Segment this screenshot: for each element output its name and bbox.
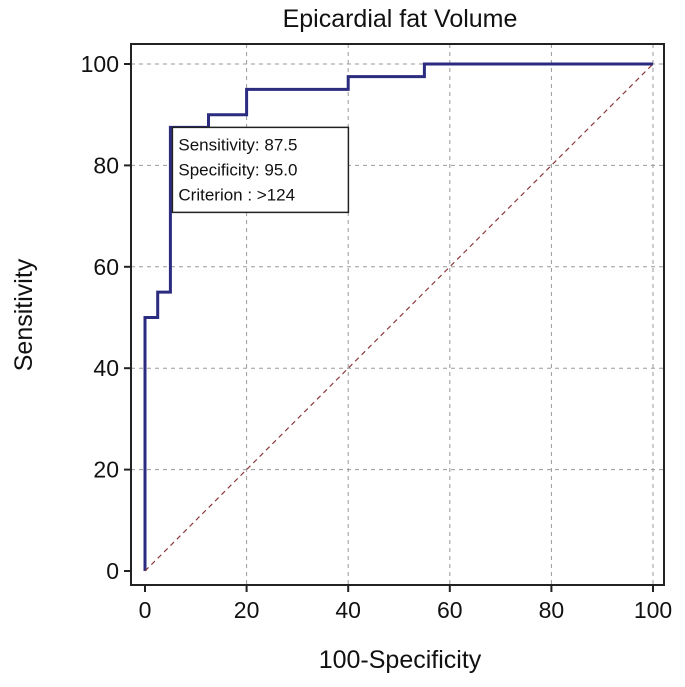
x-tick-label: 100: [634, 597, 672, 623]
x-tick-label: 40: [335, 597, 361, 623]
annotation-line: Sensitivity: 87.5: [178, 135, 297, 154]
y-tick-label: 60: [93, 254, 119, 280]
x-tick-label: 20: [234, 597, 260, 623]
y-tick-label: 20: [93, 457, 119, 483]
grid: [131, 44, 664, 585]
annotation-line: Criterion : >124: [178, 185, 295, 204]
y-tick-label: 100: [81, 51, 119, 77]
annotation-frame: [171, 126, 350, 214]
plot-frame: [130, 43, 665, 586]
y-tick-label: 40: [93, 355, 119, 381]
annotation-box: Sensitivity: 87.5 Specificity: 95.0 Criter…: [171, 126, 350, 214]
annotation-line: Specificity: 95.0: [178, 160, 297, 179]
series-group: [143, 62, 654, 572]
reference-diagonal-line: [144, 63, 654, 572]
y-tick-label: 0: [106, 558, 119, 584]
y-axis-label: Sensitivity: [10, 258, 38, 371]
y-tick-label: 80: [93, 152, 119, 178]
chart-title: Epicardial fat Volume: [283, 5, 518, 33]
x-tick-label: 80: [539, 597, 565, 623]
ticks: 0 20 40 60 80 100 0 20 40 60 80 100: [81, 51, 673, 623]
roc-curve-line: [143, 62, 653, 571]
x-axis-label: 100-Specificity: [319, 646, 482, 674]
x-tick-label: 60: [437, 597, 463, 623]
x-tick-label: 0: [139, 597, 152, 623]
